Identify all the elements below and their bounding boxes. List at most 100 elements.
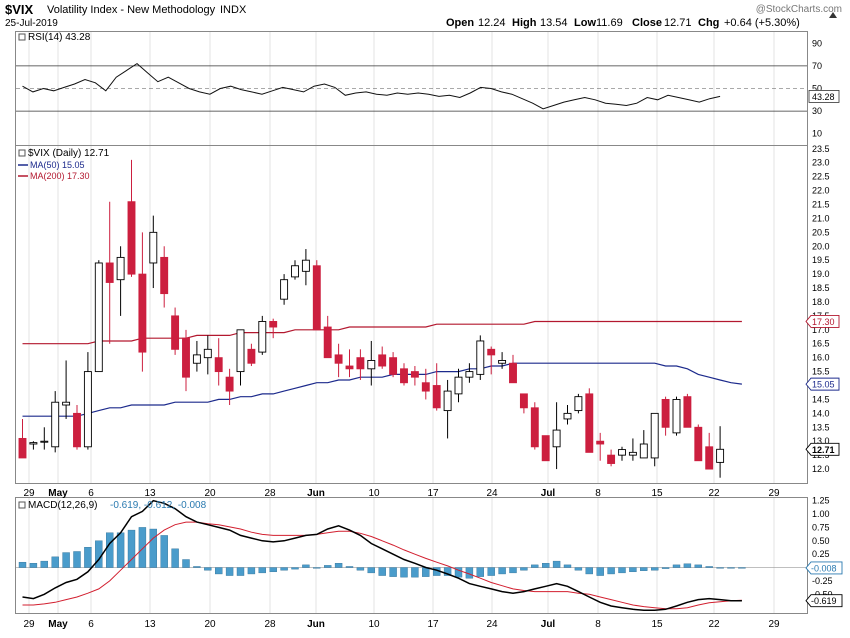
macd-histogram-bar (171, 548, 179, 568)
candle-body (563, 412, 572, 420)
price-tick-label: 13.0 (812, 436, 830, 446)
macd-tick-label: 0.75 (812, 522, 830, 532)
macd-x-tick-label: 28 (264, 619, 276, 630)
close-tag: 12.71 (812, 445, 835, 455)
candle-body (367, 360, 376, 370)
candle-body (171, 315, 180, 350)
macd-histogram-bar (334, 563, 343, 568)
candle-body (192, 354, 201, 364)
ma200-tag-box (805, 315, 840, 328)
macd-x-tick-label: 22 (708, 619, 720, 630)
rsi-tick-label: 90 (812, 38, 822, 48)
macd-histogram-bar (269, 567, 277, 573)
candle-body (18, 437, 27, 459)
x-axis: 29 29 May May 6 6 13 13 20 20 28 28 Jun Jun 10 10 17 17 24… (23, 488, 780, 630)
candle-body (280, 279, 289, 300)
rsi-toggle-icon[interactable] (18, 33, 26, 41)
macd-histogram-bar (389, 567, 397, 577)
macd-line (22, 499, 742, 612)
macd-histogram-bar (367, 567, 375, 574)
macd-histogram-bar (138, 527, 147, 568)
chg-label: Chg (698, 17, 719, 29)
candle-body (29, 442, 38, 445)
x-tick-label: May (48, 488, 68, 499)
macd-label: MACD(12,26,9) (28, 500, 97, 511)
x-tick-label: 22 (708, 488, 720, 499)
price-tick-label: 15.5 (812, 367, 830, 377)
candle-body (519, 393, 528, 409)
candle-body (509, 362, 517, 384)
macd-histogram-bar (618, 567, 626, 574)
price-toggle-icon[interactable] (18, 149, 26, 157)
macd-hist-tag: -0.008 (811, 563, 837, 573)
candle-body (716, 448, 725, 463)
ma200-label: MA(200) 17.30 (30, 171, 90, 181)
rsi-tick-label: 30 (812, 106, 822, 116)
macd-histogram-bar (672, 564, 681, 568)
candle-body (498, 360, 507, 364)
candle-body (585, 393, 594, 453)
macd-histogram-bar (629, 567, 637, 573)
instrument-name: Volatility Index - New Methodology (47, 4, 216, 16)
price-tick-label: 16.0 (812, 353, 830, 363)
macd-x-tick-label: 17 (427, 619, 439, 630)
macd-tick-label: 1.25 (812, 496, 830, 506)
ohlc-summary: Open 12.24 High 13.54 Low 11.69 Close 12… (446, 17, 800, 29)
candle-body (639, 443, 648, 459)
ma50-line (22, 362, 742, 417)
candle-body (410, 371, 419, 378)
price-tick-label: 20.5 (812, 227, 830, 237)
rsi-line (22, 62, 721, 110)
ma50-label: MA(50) 15.05 (30, 160, 85, 170)
price-panel-frame (15, 145, 808, 484)
candle-body (40, 440, 49, 443)
macd-x-tick-label: 29 (23, 619, 35, 630)
x-tick-label: 15 (651, 488, 663, 499)
macd-histogram-bar (454, 567, 463, 578)
macd-x-tick-label: Jul (541, 619, 556, 630)
candle-body (443, 390, 452, 412)
close-label: Close (632, 17, 662, 29)
macd-histogram-bar (345, 566, 354, 568)
price-tick-label: 23.5 (812, 144, 830, 154)
rsi-label: RSI(14) 43.28 (28, 32, 91, 43)
price-tick-label: 12.0 (812, 464, 830, 474)
price-tick-label: 22.0 (812, 186, 830, 196)
date-label: 25-Jul-2019 (5, 18, 58, 29)
candle-body (182, 337, 190, 378)
high-value: 13.54 (540, 17, 568, 29)
macd-histogram-bar (476, 567, 484, 577)
candle-body (389, 357, 398, 375)
macd-histogram-bar (40, 560, 48, 568)
grid-lines (28, 32, 775, 613)
candle-body (454, 376, 463, 395)
macd-histogram-bar (204, 567, 212, 571)
candle-body (650, 412, 659, 459)
macd-histogram-bar (661, 567, 670, 569)
watermark: @StockCharts.com (756, 4, 842, 15)
chg-value: +0.64 (+5.30%) (724, 17, 800, 29)
x-tick-label: 6 (88, 488, 94, 499)
macd-histogram-bar (443, 567, 452, 576)
price-tick-label: 21.0 (812, 213, 830, 223)
x-tick-label: 10 (368, 488, 380, 499)
candle-body (149, 231, 158, 264)
macd-histogram-bar (520, 567, 528, 571)
candle-body (465, 371, 474, 378)
candle-body (356, 357, 365, 370)
macd-histogram-bar (607, 567, 615, 575)
macd-histogram-bar (487, 567, 495, 576)
macd-x-tick-label: Jun (307, 619, 325, 630)
x-tick-label: 13 (144, 488, 156, 499)
macd-signal-line (22, 521, 742, 610)
candle-body (574, 396, 583, 412)
macd-histogram-bar (214, 567, 223, 575)
candle-body (400, 368, 408, 384)
macd-toggle-icon[interactable] (18, 501, 26, 509)
macd-histogram-bar (574, 567, 583, 571)
candle-body (552, 429, 561, 448)
open-value: 12.24 (478, 17, 506, 29)
candle-body (345, 365, 354, 370)
macd-histogram-bar (149, 528, 158, 568)
macd-histogram-bar (324, 565, 332, 568)
